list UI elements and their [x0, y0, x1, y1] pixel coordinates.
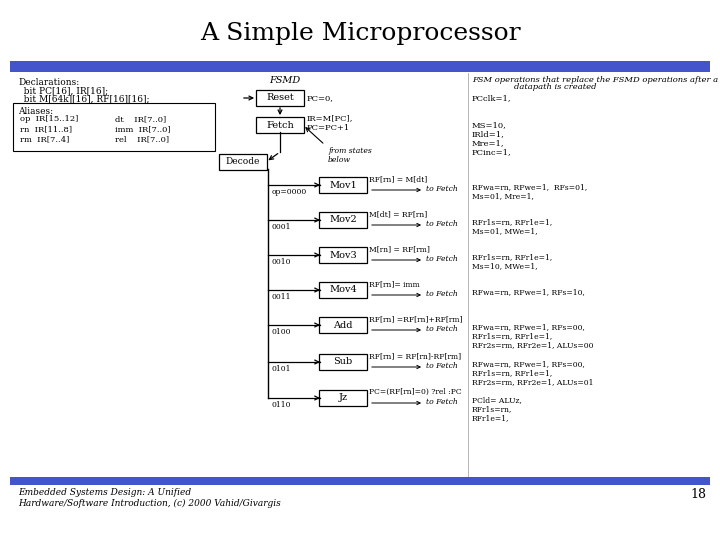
- Text: rn  IR[11..8]: rn IR[11..8]: [20, 125, 72, 133]
- Text: PCld= ALUz,
RFr1s=rn,
RFr1e=1,: PCld= ALUz, RFr1s=rn, RFr1e=1,: [472, 396, 522, 422]
- Text: FSMD: FSMD: [269, 76, 301, 85]
- Text: bit PC[16], IR[16];: bit PC[16], IR[16];: [18, 86, 108, 95]
- Text: Jz: Jz: [338, 394, 348, 402]
- Text: RF[rn] =RF[rn]+RF[rm]: RF[rn] =RF[rn]+RF[rm]: [369, 315, 462, 323]
- Text: Decode: Decode: [226, 158, 260, 166]
- FancyBboxPatch shape: [319, 282, 367, 298]
- Bar: [10, 477, 710, 485]
- Text: to Fetch: to Fetch: [426, 185, 458, 193]
- Text: MS=10,
IRld=1,
Mre=1,
PCinc=1,: MS=10, IRld=1, Mre=1, PCinc=1,: [472, 121, 512, 157]
- FancyBboxPatch shape: [319, 177, 367, 193]
- Text: Add: Add: [333, 321, 353, 329]
- FancyBboxPatch shape: [219, 154, 267, 170]
- Text: bit M[64k][16], RF[16][16];: bit M[64k][16], RF[16][16];: [18, 94, 150, 103]
- Text: rm  IR[7..4]: rm IR[7..4]: [20, 135, 69, 143]
- Text: RFwa=rn, RFwe=1,  RFs=01,
Ms=01, Mre=1,: RFwa=rn, RFwe=1, RFs=01, Ms=01, Mre=1,: [472, 183, 588, 200]
- Bar: [10, 61, 710, 72]
- Text: RF[rn] = M[dt]: RF[rn] = M[dt]: [369, 175, 427, 183]
- Text: PCclk=1,: PCclk=1,: [472, 94, 511, 102]
- Text: M[dt] = RF[rn]: M[dt] = RF[rn]: [369, 210, 427, 218]
- Text: RFr1s=rn, RFr1e=1,
Ms=10, MWe=1,: RFr1s=rn, RFr1e=1, Ms=10, MWe=1,: [472, 253, 552, 270]
- Text: 0110: 0110: [272, 401, 292, 409]
- Text: RFwa=rn, RFwe=1, RFs=00,
RFr1s=rn, RFr1e=1,
RFr2s=rm, RFr2e=1, ALUs=00: RFwa=rn, RFwe=1, RFs=00, RFr1s=rn, RFr1e…: [472, 323, 593, 349]
- Text: Mov4: Mov4: [329, 286, 357, 294]
- Text: Mov2: Mov2: [329, 215, 357, 225]
- Text: imm  IR[7..0]: imm IR[7..0]: [115, 125, 171, 133]
- Text: dt    IR[7..0]: dt IR[7..0]: [115, 115, 166, 123]
- Text: M[rn] = RF[rm]: M[rn] = RF[rm]: [369, 245, 430, 253]
- Text: IR=M[PC],
PC=PC+1: IR=M[PC], PC=PC+1: [307, 114, 354, 132]
- Text: Declarations:: Declarations:: [18, 78, 79, 87]
- Text: PC=(RF[rn]=0) ?rel :PC: PC=(RF[rn]=0) ?rel :PC: [369, 388, 462, 396]
- Text: to Fetch: to Fetch: [426, 398, 458, 406]
- FancyBboxPatch shape: [319, 212, 367, 228]
- Text: 18: 18: [690, 488, 706, 501]
- Text: Mov3: Mov3: [329, 251, 357, 260]
- Text: rel    IR[7..0]: rel IR[7..0]: [115, 135, 169, 143]
- Text: Fetch: Fetch: [266, 120, 294, 130]
- Text: Aliases:: Aliases:: [18, 107, 53, 116]
- Text: Mov1: Mov1: [329, 180, 357, 190]
- Text: to Fetch: to Fetch: [426, 220, 458, 228]
- Text: to Fetch: to Fetch: [426, 362, 458, 370]
- Text: 0101: 0101: [272, 365, 292, 373]
- Text: from states
below: from states below: [328, 147, 372, 164]
- Text: 0100: 0100: [272, 328, 292, 336]
- Text: A Simple Microprocessor: A Simple Microprocessor: [199, 22, 521, 45]
- FancyBboxPatch shape: [256, 117, 304, 133]
- FancyBboxPatch shape: [256, 90, 304, 106]
- Text: 0001: 0001: [272, 223, 292, 231]
- Text: FSM operations that replace the FSMD operations after a: FSM operations that replace the FSMD ope…: [472, 76, 718, 84]
- Text: RF[rn]= imm: RF[rn]= imm: [369, 280, 420, 288]
- Text: op=0000: op=0000: [272, 188, 307, 196]
- FancyBboxPatch shape: [319, 317, 367, 333]
- Text: to Fetch: to Fetch: [426, 255, 458, 263]
- Text: datapath is created: datapath is created: [514, 83, 596, 91]
- Text: RFwa=rn, RFwe=1, RFs=10,: RFwa=rn, RFwe=1, RFs=10,: [472, 288, 585, 296]
- Text: Embedded Systems Design: A Unified
Hardware/Software Introduction, (c) 2000 Vahi: Embedded Systems Design: A Unified Hardw…: [18, 488, 281, 508]
- FancyBboxPatch shape: [13, 103, 215, 151]
- Text: to Fetch: to Fetch: [426, 325, 458, 333]
- Text: 0011: 0011: [272, 293, 292, 301]
- FancyBboxPatch shape: [319, 247, 367, 263]
- Text: PC=0,: PC=0,: [307, 94, 334, 102]
- FancyBboxPatch shape: [319, 390, 367, 406]
- Text: Sub: Sub: [333, 357, 353, 367]
- Text: 0010: 0010: [272, 258, 292, 266]
- Text: to Fetch: to Fetch: [426, 290, 458, 298]
- Text: RFwa=rn, RFwe=1, RFs=00,
RFr1s=rn, RFr1e=1,
RFr2s=rm, RFr2e=1, ALUs=01: RFwa=rn, RFwe=1, RFs=00, RFr1s=rn, RFr1e…: [472, 360, 593, 387]
- Text: Reset: Reset: [266, 93, 294, 103]
- Text: op  IR[15..12]: op IR[15..12]: [20, 115, 78, 123]
- FancyBboxPatch shape: [319, 354, 367, 370]
- Text: RF[rn] = RF[rn]-RF[rm]: RF[rn] = RF[rn]-RF[rm]: [369, 352, 461, 360]
- Text: RFr1s=rn, RFr1e=1,
Ms=01, MWe=1,: RFr1s=rn, RFr1e=1, Ms=01, MWe=1,: [472, 218, 552, 235]
